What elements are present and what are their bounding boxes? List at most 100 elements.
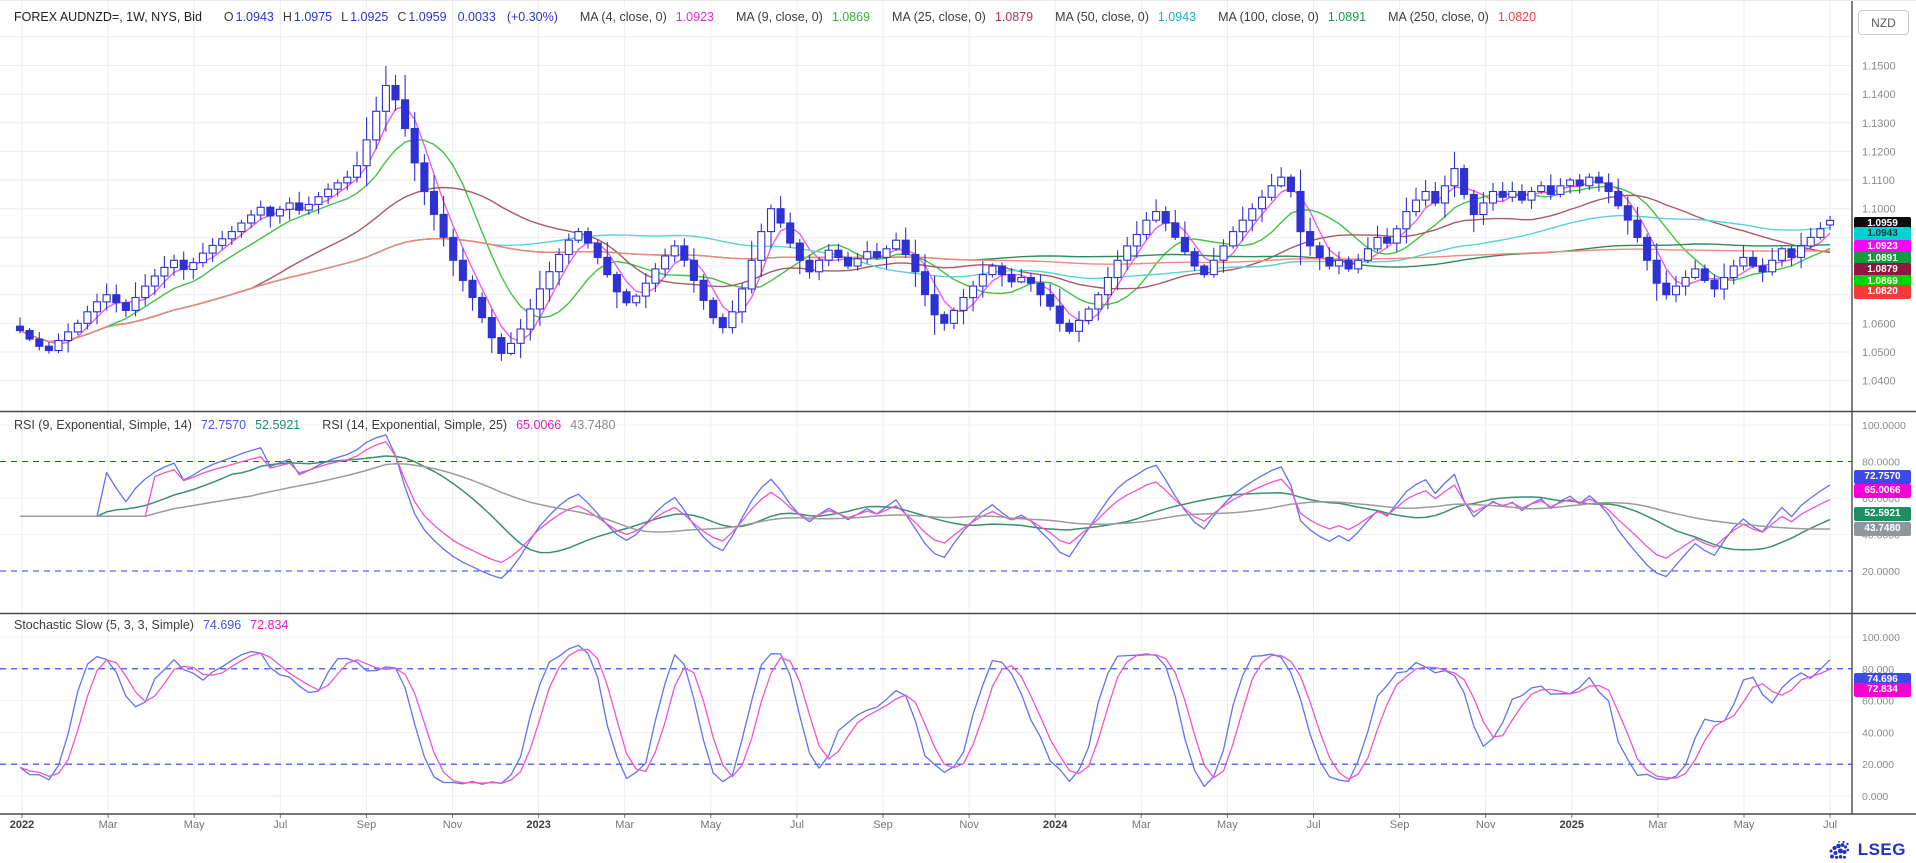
ma-4-price-tag: 1.0923	[1854, 240, 1911, 254]
x-axis-label: May	[1734, 819, 1755, 831]
lseg-logo: LSEG	[1828, 840, 1906, 860]
price-tick-label: 1.1200	[1862, 146, 1896, 158]
ma-100-price-tag: 1.0891	[1854, 252, 1911, 266]
ma-9-value: 1.0869	[831, 10, 871, 24]
x-axis-label: Sep	[873, 819, 893, 831]
rsi-9-legend[interactable]: RSI (9, Exponential, Simple, 14) 72.7570…	[14, 418, 300, 432]
rsi-14-tag: 65.0066	[1854, 484, 1911, 498]
x-axis-label: Sep	[357, 819, 377, 831]
x-axis-label: Nov	[443, 819, 463, 831]
ma-100-value: 1.0891	[1327, 10, 1367, 24]
ma-9-label: MA (9, close, 0)	[735, 10, 823, 24]
x-axis-label: Sep	[1390, 819, 1410, 831]
price-tick-label: 1.0500	[1862, 347, 1896, 359]
ma-50-legend[interactable]: MA (50, close, 0) 1.0943	[1055, 10, 1196, 24]
stochastic-legend: Stochastic Slow (5, 3, 3, Simple) 74.696…	[14, 618, 288, 632]
candlestick-series	[15, 66, 1835, 362]
high-label: H	[282, 10, 292, 24]
rsi-9-value: 72.7570	[200, 418, 247, 432]
x-axis-label: May	[184, 819, 205, 831]
rsi-14-value: 65.0066	[516, 418, 562, 432]
open-label: O	[223, 10, 234, 24]
axis-currency-button[interactable]: NZD	[1858, 10, 1909, 35]
ma-9-line	[19, 138, 1831, 343]
rsi-14-legend[interactable]: RSI (14, Exponential, Simple, 25) 65.006…	[322, 418, 615, 432]
ma-4-line	[19, 105, 1831, 345]
rsi-tick-label: 80.0000	[1862, 457, 1900, 469]
close-label: C	[397, 10, 407, 24]
x-axis-label: May	[700, 819, 721, 831]
ma-25-price-tag: 1.0879	[1854, 263, 1911, 277]
stochastic-slow-legend[interactable]: Stochastic Slow (5, 3, 3, Simple) 74.696…	[14, 618, 288, 632]
price-tick-label: 1.1300	[1862, 118, 1896, 130]
rsi-9-signal-line	[20, 455, 1831, 554]
ma-50-value: 1.0943	[1157, 10, 1197, 24]
ma-25-legend[interactable]: MA (25, close, 0) 1.0879	[892, 10, 1033, 24]
instrument-title[interactable]: FOREX AUDNZD=, 1W, NYS, Bid	[14, 10, 202, 24]
change-percent: (+0.30%)	[506, 10, 558, 24]
ma-25-value: 1.0879	[994, 10, 1034, 24]
ma-50-label: MA (50, close, 0)	[1055, 10, 1149, 24]
ma-9-legend[interactable]: MA (9, close, 0) 1.0869	[736, 10, 870, 24]
stoch-d-line	[19, 648, 1831, 784]
open-value: 1.0943	[235, 10, 274, 24]
stoch-k-line	[19, 644, 1831, 788]
price-tick-label: 1.1400	[1862, 89, 1896, 101]
rsi-tick-label: 20.0000	[1862, 566, 1900, 578]
price-tick-label: 1.0600	[1862, 318, 1896, 330]
stochastic-label: Stochastic Slow (5, 3, 3, Simple)	[14, 618, 194, 632]
ma-250-value: 1.0820	[1497, 10, 1537, 24]
stoch-tick-label: 20.000	[1862, 759, 1894, 771]
x-axis-label: Mar	[615, 819, 634, 831]
ma-4-value: 1.0923	[675, 10, 714, 24]
rsi-14-label: RSI (14, Exponential, Simple, 25)	[322, 418, 508, 432]
low-value: 1.0925	[350, 10, 389, 24]
vertical-gridlines: 2022 Mar May Jul Sep Nov 2023 Mar May Jul Sep Nov 20…	[10, 1, 1837, 831]
ma-250-price-tag: 1.0820	[1854, 285, 1911, 299]
x-axis-label: Nov	[959, 819, 979, 831]
stoch-tick-label: 40.000	[1862, 727, 1894, 739]
lseg-logo-text: LSEG	[1857, 840, 1906, 859]
stoch-tick-label: 60.000	[1862, 696, 1894, 708]
ma-50-price-tag: 1.0943	[1854, 227, 1911, 241]
x-axis-label: 2025	[1560, 819, 1584, 831]
stochastic-d-value: 72.834	[250, 618, 289, 632]
rsi-9-tag: 72.7570	[1854, 470, 1911, 484]
stoch-tick-label: 100.000	[1862, 632, 1900, 644]
ma-4-label: MA (4, close, 0)	[579, 10, 667, 24]
price-tick-label: 1.1100	[1862, 175, 1895, 187]
x-axis-label: Jul	[1823, 819, 1837, 831]
x-axis-label: Mar	[1648, 819, 1667, 831]
ma-100-label: MA (100, close, 0)	[1218, 10, 1319, 24]
x-axis-label: May	[1217, 819, 1238, 831]
rsi-14-signal-line	[20, 462, 1831, 533]
x-axis-label: Jul	[273, 819, 287, 831]
rsi-9-signal-tag: 52.5921	[1854, 507, 1911, 521]
price-tick-label: 1.1500	[1862, 61, 1896, 73]
stoch-tick-label: 0.000	[1862, 791, 1888, 803]
price-tick-label: 1.0400	[1862, 376, 1896, 388]
rsi-14-signal-tag: 43.7480	[1854, 522, 1911, 536]
rsi-14-signal-value: 43.7480	[570, 418, 616, 432]
ma-100-legend[interactable]: MA (100, close, 0) 1.0891	[1218, 10, 1366, 24]
high-value: 1.0975	[293, 10, 333, 24]
x-axis-label: Jul	[1306, 819, 1320, 831]
x-axis-label: Mar	[99, 819, 118, 831]
x-axis-label: Mar	[1132, 819, 1151, 831]
x-axis-label: 2023	[526, 819, 550, 831]
low-label: L	[341, 10, 349, 24]
main-legend: FOREX AUDNZD=, 1W, NYS, Bid O 1.0943 H 1.0…	[14, 10, 1536, 24]
ma-25-label: MA (25, close, 0)	[892, 10, 986, 24]
ma-250-label: MA (250, close, 0)	[1388, 10, 1489, 24]
rsi-tick-label: 100.0000	[1862, 420, 1906, 432]
rsi-9-label: RSI (9, Exponential, Simple, 14)	[14, 418, 192, 432]
ma-250-legend[interactable]: MA (250, close, 0) 1.0820	[1388, 10, 1536, 24]
lseg-crest-icon	[1829, 840, 1849, 859]
ma-4-legend[interactable]: MA (4, close, 0) 1.0923	[580, 10, 714, 24]
x-axis-label: Jul	[790, 819, 804, 831]
stoch-d-tag: 72.834	[1854, 683, 1911, 697]
ohlc-readout: O 1.0943 H 1.0975 L 1.0925 C 1.0959 0.0033 (…	[224, 10, 558, 24]
